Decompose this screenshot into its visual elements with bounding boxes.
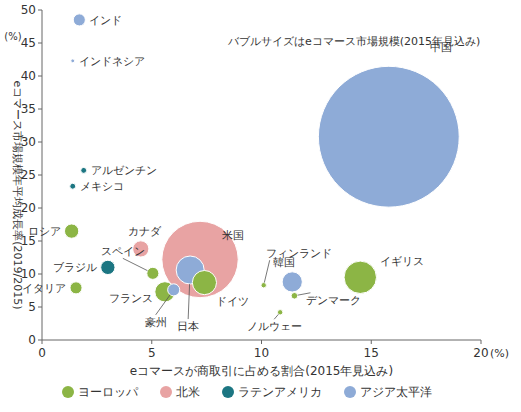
legend-label: 北米 [176,385,200,399]
y-tick [38,274,42,275]
point-label: 日本 [177,320,199,333]
legend-label: ヨーロッパ [78,385,139,399]
legend-marker [344,386,356,398]
bubble [73,14,85,26]
y-tick-label: 45 [21,36,36,50]
bubble [168,284,180,296]
point-label: 中国 [430,41,452,54]
point-label: カナダ [128,225,162,238]
bubble [81,167,87,173]
bubble [344,261,376,293]
legend-marker [222,386,234,398]
y-tick [38,175,42,176]
y-axis-label: eコマース市場規模年平均成長率(2019/2015) [11,80,24,309]
bubble [261,283,266,288]
bubble [282,272,302,292]
bubble [64,224,78,238]
x-tick-label: 20 [473,346,488,360]
y-tick-label: 0 [28,333,36,347]
point-label: アルゼンチン [91,164,157,177]
legend-marker [62,386,74,398]
point-label: ノルウェー [247,320,302,333]
point-label: インド [89,14,122,27]
y-tick [38,241,42,242]
point-label: メキシコ [80,180,124,193]
point-label: スペイン [101,245,145,258]
y-tick [38,109,42,110]
point-label: イギリス [380,255,424,268]
legend-label: ラテンアメリカ [238,385,322,399]
x-tick-label: 0 [38,346,46,360]
leader-line [156,295,170,315]
y-tick [38,340,42,341]
point-label: ドイツ [216,295,249,308]
point-label: イタリア [22,282,66,295]
point-label: デンマーク [306,294,361,307]
y-tick [38,307,42,308]
x-tick [481,340,482,344]
legend-marker [160,386,172,398]
x-tick [42,340,43,344]
y-unit: (%) [4,31,21,42]
x-tick-label: 15 [364,346,379,360]
y-tick [38,43,42,44]
y-tick [38,142,42,143]
x-tick-label: 5 [148,346,156,360]
chart: 0510152005101520253035404550eコマースが商取引に占め… [0,0,521,412]
leader-line [188,284,189,319]
bubble [277,310,282,315]
point-label: フランス [109,292,153,305]
bubble [192,271,216,295]
bubble [71,59,75,63]
point-label: インドネシア [79,55,145,68]
bubble [147,267,159,279]
x-tick [151,340,152,344]
x-unit: (%) [490,347,509,360]
point-label: 米国 [222,229,244,242]
leader-line [274,314,278,319]
x-tick [371,340,372,344]
bubble [70,183,76,189]
y-tick [38,76,42,77]
legend: ヨーロッパ 北米 ラテンアメリカ アジア太平洋 [62,385,432,399]
y-tick [38,10,42,11]
x-axis-label: eコマースが商取引に占める割合(2015年見込み) [130,364,393,378]
y-tick-label: 50 [21,3,36,17]
bubble [70,282,82,294]
point-label: 豪州 [145,316,167,329]
bubble [291,292,298,299]
point-label: ロシア [28,225,61,238]
y-tick [38,208,42,209]
point-label: ブラジル [53,261,97,274]
point-labels: ロシアスペインイタリアフランスドイツフィンランドデンマークノルウェーイギリスカナ… [22,14,452,333]
point-label: 韓国 [273,256,295,269]
bubble [101,260,115,274]
y-tick-label: 5 [28,300,36,314]
bubble [318,66,459,207]
leader-line [264,260,269,282]
x-tick [261,340,262,344]
leader-line [123,258,148,270]
legend-label: アジア太平洋 [360,385,432,399]
x-tick-label: 10 [254,346,269,360]
